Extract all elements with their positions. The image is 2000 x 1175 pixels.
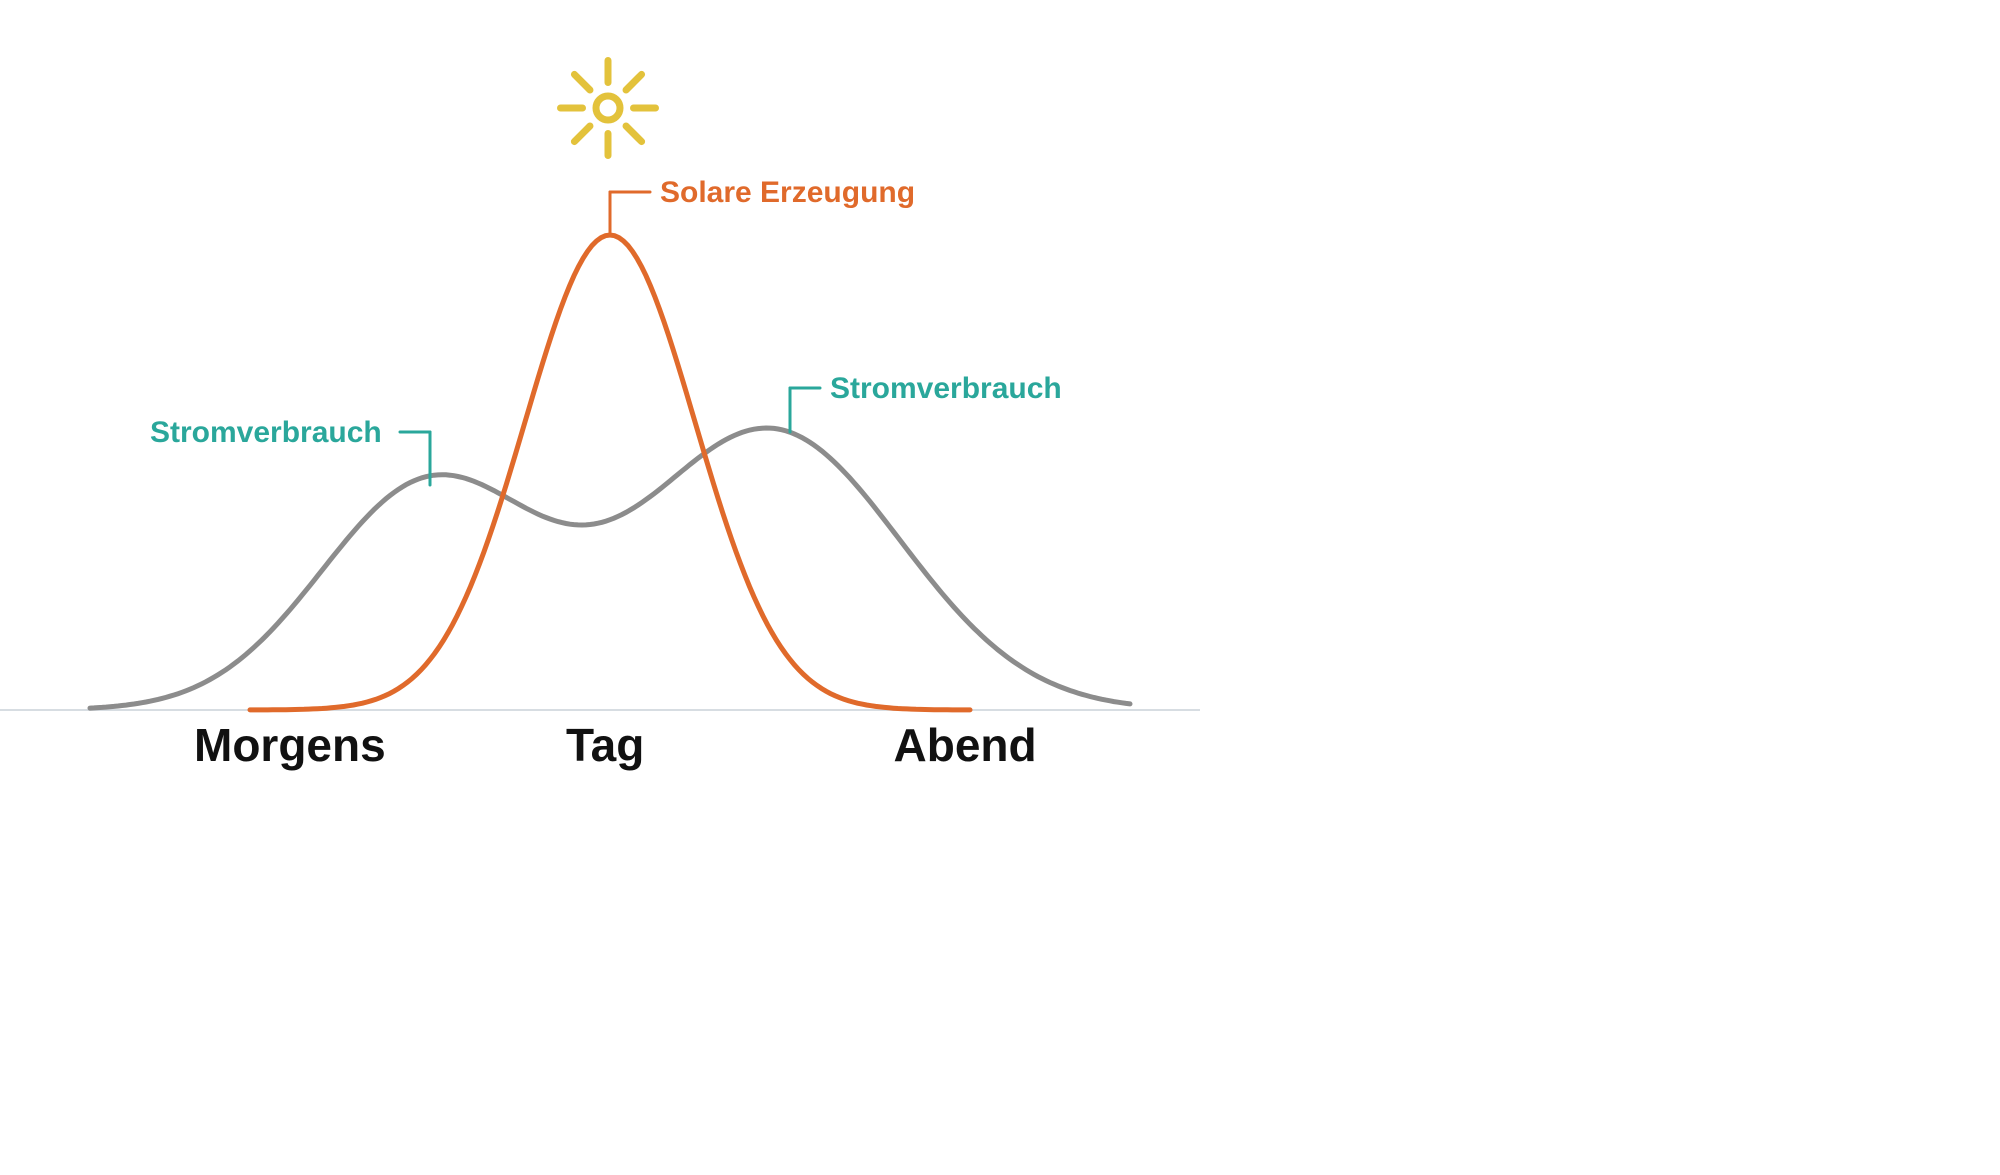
axis-label-morning: Morgens [194,718,386,772]
callout-line-consumption-right [790,388,820,432]
energy-curve-chart [0,0,2000,1175]
solar-generation-curve [250,235,970,710]
callout-consumption-right: Stromverbrauch [830,372,1062,406]
axis-label-day: Tag [566,718,644,772]
callout-consumption-left: Stromverbrauch [150,416,382,450]
axis-label-evening: Abend [894,718,1037,772]
callout-solar: Solare Erzeugung [660,176,915,210]
callout-line-solar [610,192,650,235]
sun-icon [561,61,656,156]
consumption-curve [90,428,1130,708]
